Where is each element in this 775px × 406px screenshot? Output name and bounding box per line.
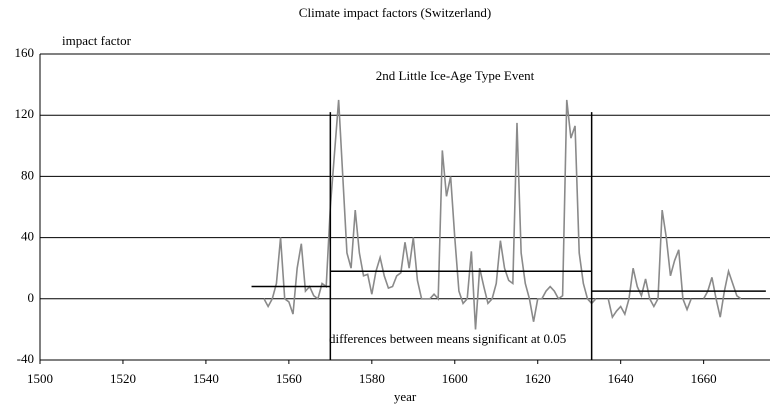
x-tick-label: 1520 (110, 371, 136, 386)
data-line (263, 99, 742, 330)
y-tick-label: 0 (28, 290, 35, 305)
y-tick-label: 120 (15, 106, 35, 121)
x-tick-label: 1500 (27, 371, 53, 386)
x-tick-label: 1600 (442, 371, 468, 386)
x-axis-label: year (394, 389, 417, 404)
y-tick-label: 160 (15, 45, 35, 60)
x-tick-label: 1580 (359, 371, 385, 386)
annotation: 2nd Little Ice-Age Type Event (376, 68, 535, 83)
chart-title: Climate impact factors (Switzerland) (299, 5, 491, 20)
y-tick-label: 80 (21, 167, 34, 182)
y-tick-label: 40 (21, 229, 34, 244)
y-axis-label: impact factor (62, 33, 132, 48)
annotation: differences between means significant at… (329, 331, 566, 346)
x-tick-label: 1540 (193, 371, 219, 386)
x-tick-label: 1560 (276, 371, 302, 386)
x-tick-label: 1640 (608, 371, 634, 386)
x-tick-label: 1660 (691, 371, 717, 386)
x-tick-label: 1620 (525, 371, 551, 386)
y-tick-label: -40 (17, 351, 34, 366)
